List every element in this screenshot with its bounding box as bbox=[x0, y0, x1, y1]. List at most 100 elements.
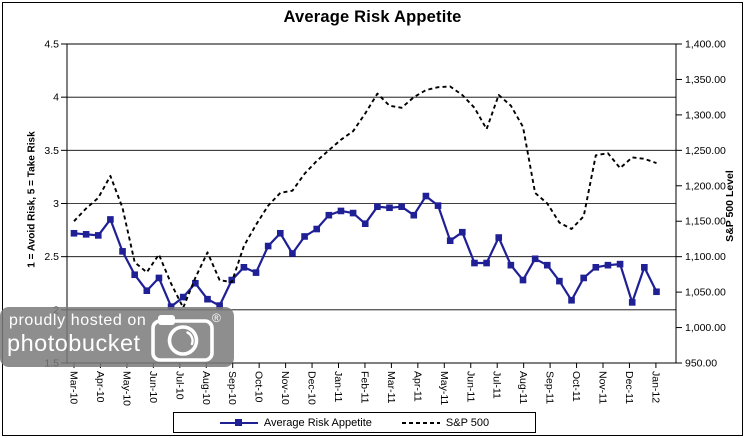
x-axis-tick-label: Jul-10 bbox=[173, 371, 185, 400]
data-point-marker bbox=[301, 233, 308, 240]
data-point-marker bbox=[628, 299, 636, 306]
registered-trademark-symbol: ® bbox=[212, 311, 221, 325]
data-point-marker bbox=[204, 295, 211, 303]
left-axis-tick-label: 3.5 bbox=[44, 145, 59, 157]
legend-label-risk-appetite: Average Risk Appetite bbox=[263, 416, 372, 429]
svg-text:Jun-10: Jun-10 bbox=[147, 371, 159, 403]
data-point-marker bbox=[131, 271, 138, 279]
x-axis-tick-label: Sep-11 bbox=[544, 371, 556, 404]
right-axis-tick-label: 1,250.00 bbox=[685, 145, 726, 157]
data-point-marker bbox=[616, 260, 624, 268]
right-axis-tick-label: 1,350.00 bbox=[685, 74, 726, 86]
data-point-marker bbox=[94, 232, 102, 239]
data-point-marker bbox=[143, 287, 151, 294]
right-axis-tick-label: 1,150.00 bbox=[685, 216, 726, 228]
svg-text:Jun-11: Jun-11 bbox=[464, 371, 476, 402]
x-axis-tick-label: Nov-11 bbox=[597, 371, 609, 404]
x-axis-tick-label: Mar-11 bbox=[385, 371, 397, 404]
svg-text:Nov-11: Nov-11 bbox=[597, 371, 609, 404]
data-point-marker bbox=[568, 296, 575, 304]
left-axis-tick-label: 3 bbox=[53, 198, 59, 210]
x-axis-tick-label: Mar-10 bbox=[68, 371, 80, 404]
data-point-marker bbox=[119, 248, 126, 255]
data-point-marker bbox=[507, 261, 515, 269]
data-point-marker bbox=[240, 264, 248, 271]
data-point-marker bbox=[641, 264, 648, 271]
x-axis-tick-label: Oct-11 bbox=[570, 371, 582, 402]
sp500-line-sample bbox=[401, 421, 440, 424]
data-point-marker bbox=[276, 229, 284, 237]
x-axis-tick-label: Apr-11 bbox=[411, 371, 423, 402]
data-point-marker bbox=[471, 259, 478, 267]
data-point-marker bbox=[653, 288, 660, 296]
right-axis-tick-label: 1,200.00 bbox=[685, 180, 726, 192]
data-point-marker bbox=[167, 303, 175, 310]
legend-item-sp500: S&P 500 bbox=[401, 416, 490, 429]
right-axis-tick-label: 950.00 bbox=[685, 358, 717, 370]
svg-text:Jul-10: Jul-10 bbox=[173, 371, 185, 400]
data-point-marker bbox=[337, 207, 345, 215]
svg-text:Feb-11: Feb-11 bbox=[358, 371, 370, 404]
data-point-marker bbox=[495, 234, 503, 241]
risk-appetite-line-sample bbox=[219, 419, 258, 426]
sp500-line bbox=[73, 85, 657, 309]
svg-text:Apr-11: Apr-11 bbox=[411, 371, 423, 402]
svg-text:Mar-11: Mar-11 bbox=[385, 371, 397, 404]
x-axis-tick-label: Aug-11 bbox=[517, 371, 529, 404]
data-point-marker bbox=[556, 277, 563, 285]
svg-text:May-11: May-11 bbox=[438, 371, 450, 405]
data-point-marker bbox=[374, 203, 381, 210]
svg-text:Dec-11: Dec-11 bbox=[623, 371, 635, 404]
right-axis-tick-label: 1,000.00 bbox=[685, 322, 726, 334]
data-point-marker bbox=[543, 261, 551, 269]
data-point-marker bbox=[580, 274, 587, 282]
data-point-marker bbox=[386, 204, 393, 212]
x-axis-tick-label: Nov-10 bbox=[279, 371, 291, 405]
svg-text:Mar-10: Mar-10 bbox=[68, 371, 80, 404]
camera-icon bbox=[151, 315, 214, 362]
svg-text:Jul-11: Jul-11 bbox=[491, 371, 503, 399]
x-axis-tick-label: Dec-10 bbox=[306, 371, 318, 405]
data-point-marker bbox=[361, 220, 369, 228]
svg-text:Oct-11: Oct-11 bbox=[570, 371, 582, 402]
data-point-marker bbox=[446, 237, 454, 245]
x-axis-tick-label: Oct-10 bbox=[253, 371, 265, 403]
svg-text:May-10: May-10 bbox=[120, 371, 132, 406]
data-point-marker bbox=[519, 276, 527, 284]
legend-item-risk-appetite: Average Risk Appetite bbox=[219, 416, 372, 429]
right-axis-tick-label: 1,100.00 bbox=[685, 251, 726, 263]
data-point-marker bbox=[483, 259, 490, 267]
data-point-marker bbox=[349, 209, 357, 217]
legend-label-sp500: S&P 500 bbox=[445, 416, 490, 429]
left-axis-tick-label: 4.5 bbox=[44, 39, 59, 51]
data-point-marker bbox=[216, 302, 223, 309]
svg-text:Aug-11: Aug-11 bbox=[517, 371, 529, 404]
x-axis-tick-label: Jun-11 bbox=[464, 371, 476, 402]
chart-title: Average Risk Appetite bbox=[283, 8, 462, 26]
x-axis-tick-label: Feb-11 bbox=[358, 371, 370, 404]
right-axis-tick-label: 1,300.00 bbox=[685, 109, 726, 121]
data-point-marker bbox=[434, 202, 442, 209]
data-point-marker bbox=[313, 225, 320, 233]
data-point-marker bbox=[398, 203, 405, 210]
data-point-marker bbox=[289, 250, 296, 257]
data-point-marker bbox=[82, 231, 90, 238]
data-point-marker bbox=[422, 192, 430, 200]
svg-text:Sep-10: Sep-10 bbox=[226, 371, 238, 405]
data-point-marker bbox=[179, 293, 187, 301]
svg-text:Jan-11: Jan-11 bbox=[332, 371, 344, 402]
data-point-marker bbox=[531, 255, 539, 263]
data-point-marker bbox=[155, 274, 163, 282]
legend: Average Risk Appetite S&P 500 bbox=[173, 412, 536, 433]
left-axis-title: 1 = Avoid Risk, 5 = Take Risk bbox=[26, 131, 38, 268]
x-axis-tick-label: Jan-11 bbox=[332, 371, 344, 402]
left-axis-tick-label: 4 bbox=[53, 92, 59, 104]
right-axis-title: S&P 500 Level bbox=[724, 170, 736, 242]
x-axis-tick-label: May-11 bbox=[438, 371, 450, 405]
svg-text:Nov-10: Nov-10 bbox=[279, 371, 291, 405]
svg-text:Aug-10: Aug-10 bbox=[200, 371, 212, 405]
data-point-marker bbox=[410, 211, 418, 219]
x-axis-tick-label: Aug-10 bbox=[200, 371, 212, 405]
